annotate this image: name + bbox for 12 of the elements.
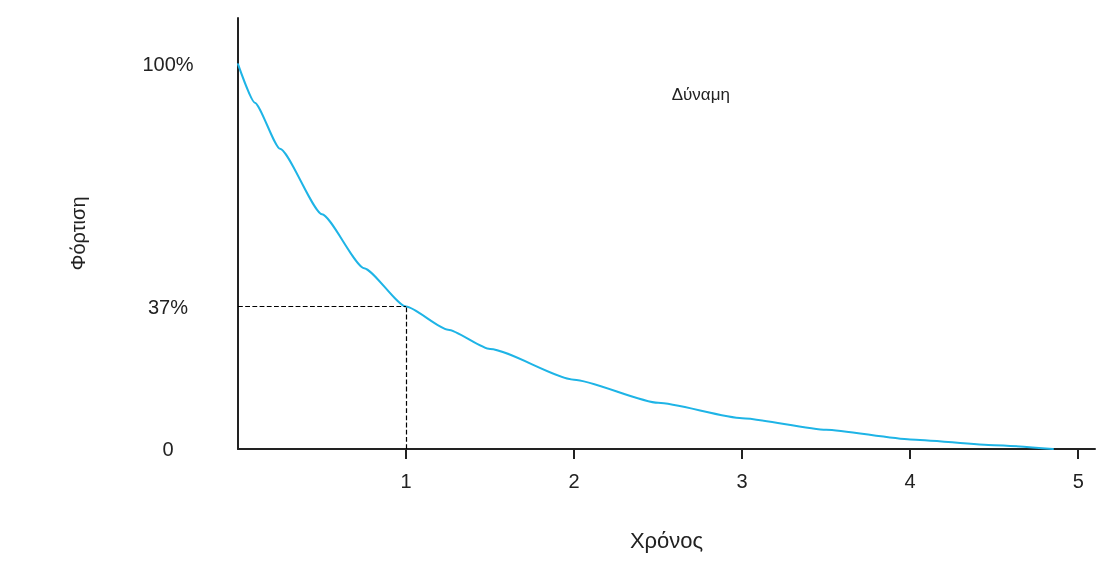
y-tick-label: 37%	[147, 295, 189, 318]
x-tick-label: 1	[400, 470, 412, 492]
x-tick-label: 3	[736, 470, 748, 492]
y-axis-title: Φόρτιση	[67, 196, 89, 271]
x-tick-label: 4	[904, 470, 916, 492]
y-tick-label: 100%	[142, 53, 194, 76]
x-tick-label: 5	[1072, 470, 1084, 492]
annotation: Δύναμη	[671, 85, 730, 104]
x-tick-label: 2	[568, 470, 580, 492]
line-series	[237, 63, 1054, 450]
x-axis-title: Χρόνος	[629, 527, 704, 553]
y-tick-label: 0	[162, 438, 174, 460]
